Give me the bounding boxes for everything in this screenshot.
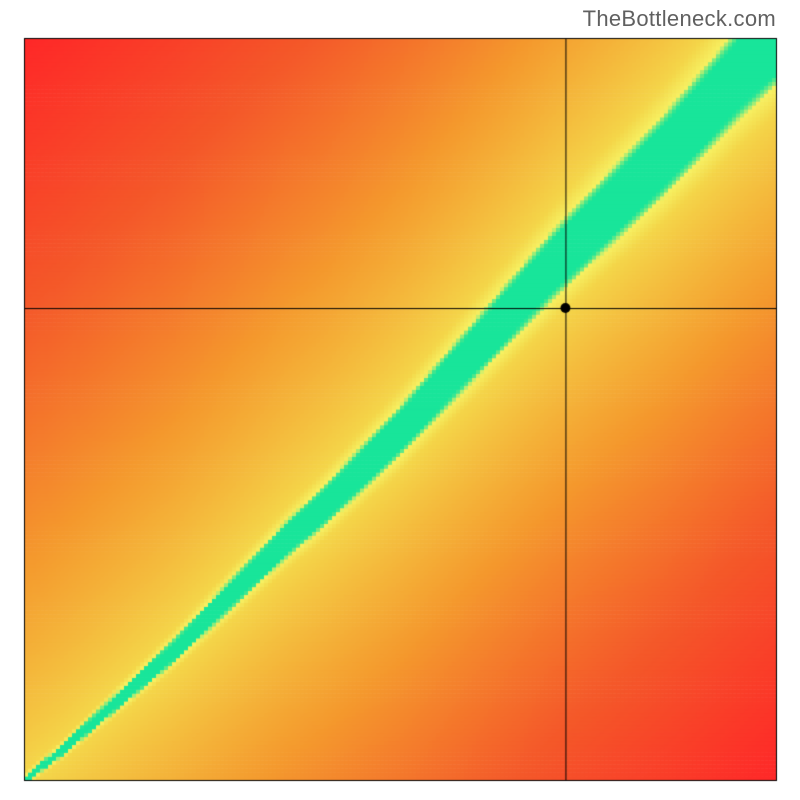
bottleneck-heatmap	[0, 0, 800, 800]
watermark-text: TheBottleneck.com	[583, 6, 776, 32]
